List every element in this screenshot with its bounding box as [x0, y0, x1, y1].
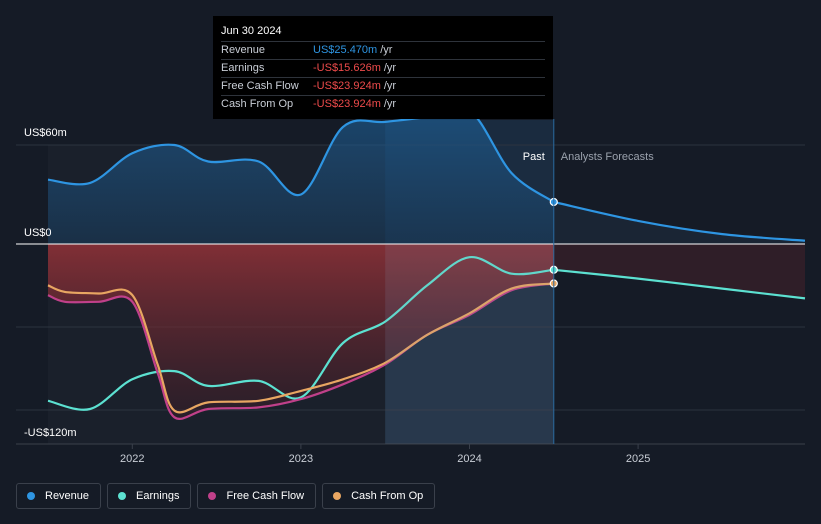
- revenue-forecast-area: [553, 202, 805, 244]
- tooltip-row-earnings: Earnings -US$15.626m /yr: [221, 59, 545, 77]
- tooltip-value: -US$23.924m: [313, 98, 381, 110]
- data-tooltip: Jun 30 2024 Revenue US$25.470m /yr Earni…: [213, 16, 553, 119]
- legend-dot-icon: [118, 492, 127, 500]
- legend-item-earnings[interactable]: Earnings: [107, 483, 192, 509]
- x-tick-label: 2024: [457, 453, 481, 465]
- legend-dot-icon: [208, 492, 217, 500]
- legend-item-free-cash-flow[interactable]: Free Cash Flow: [197, 483, 317, 509]
- y-tick-label: US$0: [24, 227, 52, 239]
- tooltip-unit: /yr: [383, 80, 397, 92]
- revenue-area: [48, 107, 554, 245]
- legend-dot-icon: [333, 492, 342, 500]
- tooltip-label: Free Cash Flow: [221, 80, 299, 92]
- tooltip-date: Jun 30 2024: [221, 25, 282, 37]
- tooltip-row-cash-from-op: Cash From Op -US$23.924m /yr: [221, 95, 545, 113]
- legend-item-cash-from-op[interactable]: Cash From Op: [322, 483, 436, 509]
- earnings-forecast-area: [553, 244, 805, 299]
- x-tick-label: 2022: [120, 453, 144, 465]
- forecast-label: Analysts Forecasts: [561, 151, 654, 163]
- tooltip-unit: /yr: [380, 44, 393, 56]
- tooltip-value: -US$23.924m: [313, 80, 381, 92]
- past-label: Past: [523, 151, 545, 163]
- tooltip-value: -US$15.626m: [313, 62, 381, 74]
- tooltip-unit: /yr: [383, 98, 397, 110]
- legend-item-revenue[interactable]: Revenue: [16, 483, 102, 509]
- legend-label: Earnings: [136, 490, 180, 502]
- legend-label: Revenue: [45, 490, 90, 502]
- y-tick-label: -US$120m: [24, 427, 77, 439]
- tooltip-row-free-cash-flow: Free Cash Flow -US$23.924m /yr: [221, 77, 545, 95]
- tooltip-row-revenue: Revenue US$25.470m /yr: [221, 41, 545, 59]
- earnings-line: [47, 256, 554, 411]
- x-tick-label: 2025: [626, 453, 650, 465]
- tooltip-label: Revenue: [221, 44, 266, 56]
- earnings-forecast-line: [553, 268, 806, 300]
- cash-from-op-line: [47, 282, 554, 414]
- chart-legend: Revenue Earnings Free Cash Flow Cash Fro…: [16, 483, 436, 509]
- loss-area: [48, 244, 554, 419]
- revenue-forecast-line: [553, 200, 806, 242]
- legend-dot-icon: [27, 492, 35, 500]
- tooltip-label: Cash From Op: [221, 98, 294, 110]
- y-tick-label: US$60m: [24, 127, 67, 139]
- tooltip-unit: /yr: [383, 62, 397, 74]
- legend-label: Cash From Op: [351, 490, 424, 502]
- tooltip-value: US$25.470m: [313, 44, 378, 56]
- x-tick-label: 2023: [289, 453, 313, 465]
- tooltip-label: Earnings: [221, 62, 265, 74]
- legend-label: Free Cash Flow: [226, 490, 305, 502]
- chart-area: US$60m US$0 -US$120m Past Analysts Forecasts…: [16, 106, 806, 465]
- highlight-overlay: [385, 245, 554, 444]
